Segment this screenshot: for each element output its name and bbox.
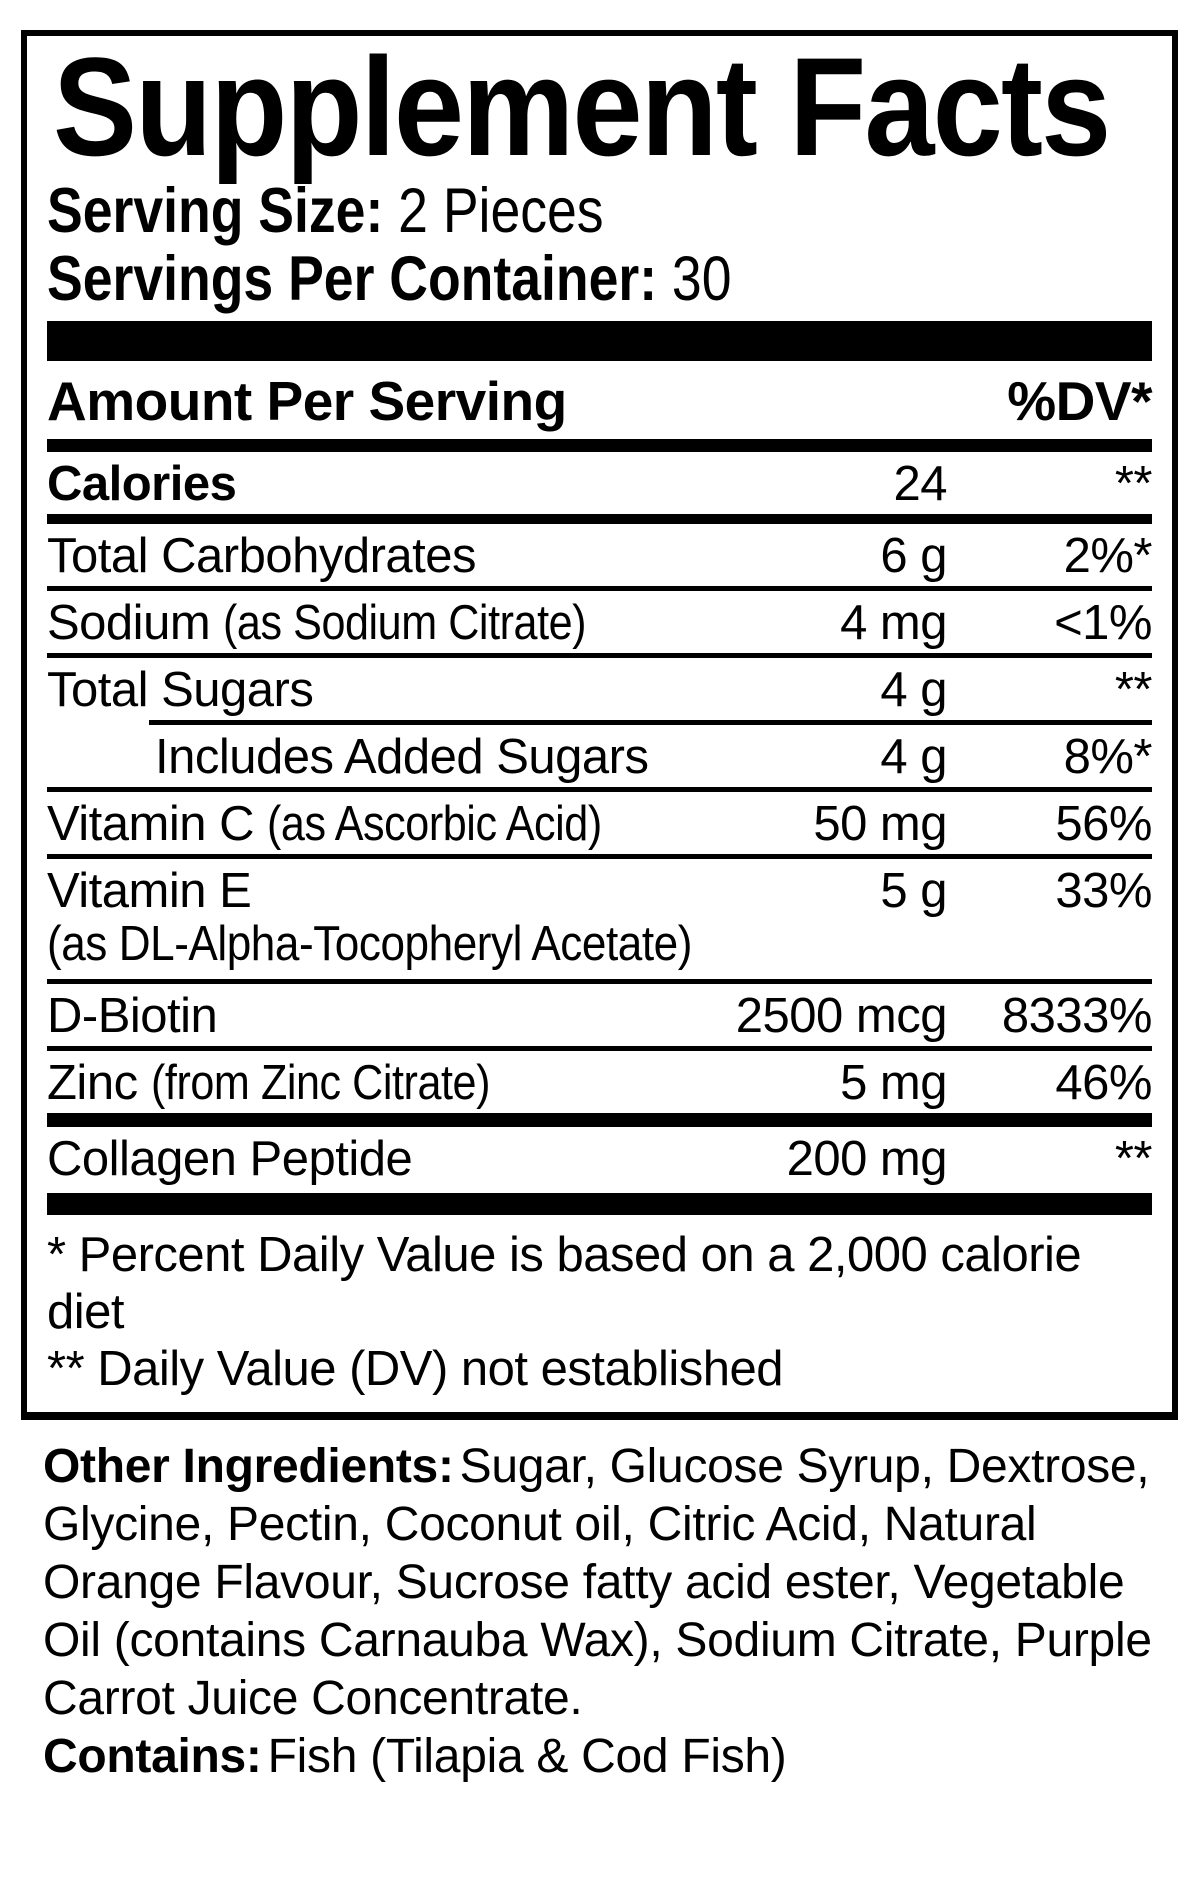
other-ingredients-text: Sugar, Glucose Syrup, Dextrose, Glycine,…	[43, 1439, 1152, 1725]
servings-per-container-line: Servings Per Container: 30	[47, 248, 1152, 311]
nutrient-detail: (as Ascorbic Acid)	[267, 796, 602, 851]
nutrient-amount: 5 mg	[840, 1055, 947, 1110]
panel-title: Supplement Facts	[53, 28, 1152, 185]
nutrient-amount: 6 g	[880, 528, 947, 583]
nutrient-amount: 24	[893, 456, 947, 511]
nutrient-dv: 33%	[1055, 863, 1152, 918]
nutrient-row: Collagen Peptide 200 mg **	[47, 1127, 1153, 1189]
nutrient-detail: (as Sodium Citrate)	[223, 595, 587, 650]
serving-size-value: 2 Pieces	[398, 176, 604, 246]
nutrient-row: Vitamin C (as Ascorbic Acid) 50 mg 56%	[47, 792, 1153, 854]
contains-label: Contains:	[43, 1729, 262, 1783]
serving-size-label: Serving Size:	[47, 176, 384, 246]
nutrient-row: Sodium (as Sodium Citrate) 4 mg <1%	[47, 591, 1153, 653]
row-separator	[47, 853, 1152, 859]
nutrient-name: Includes Added Sugars	[155, 729, 649, 784]
other-ingredients-paragraph: Other Ingredients: Sugar, Glucose Syrup, …	[43, 1438, 1165, 1728]
footnote-daily-value: * Percent Daily Value is based on a 2,00…	[47, 1227, 1082, 1339]
serving-size-line: Serving Size: 2 Pieces	[47, 180, 1152, 243]
row-separator	[47, 1112, 1152, 1127]
nutrient-name: Vitamin C (as Ascorbic Acid)	[47, 796, 602, 851]
nutrient-row: Zinc (from Zinc Citrate) 5 mg 46%	[47, 1051, 1153, 1113]
nutrient-amount: 5 g	[880, 863, 947, 918]
nutrient-name: Zinc (from Zinc Citrate)	[47, 1055, 490, 1110]
row-separator	[47, 978, 1152, 984]
nutrient-name: Collagen Peptide	[47, 1131, 413, 1186]
other-ingredients-label: Other Ingredients:	[43, 1439, 454, 1493]
nutrient-name: Total Sugars	[47, 662, 314, 717]
dv-header: %DV*	[1007, 370, 1152, 432]
nutrient-amount: 200 mg	[786, 1131, 948, 1186]
thick-divider-top	[47, 321, 1152, 361]
nutrient-dv: 56%	[1055, 796, 1152, 851]
nutrient-row: Total Carbohydrates 6 g 2%*	[47, 524, 1153, 586]
servings-per-container-label: Servings Per Container:	[47, 244, 658, 314]
nutrient-dv: 8333%	[1001, 988, 1153, 1043]
nutrient-amount: 4 g	[880, 729, 947, 784]
nutrient-row: D-Biotin 2500 mcg 8333%	[47, 984, 1153, 1046]
row-separator	[149, 719, 1152, 725]
nutrient-detail: (from Zinc Citrate)	[150, 1055, 490, 1110]
servings-per-container-value: 30	[671, 244, 732, 314]
supplement-facts-panel: Supplement Facts Serving Size: 2 Pieces …	[21, 30, 1178, 1420]
nutrient-dv: **	[1114, 662, 1153, 717]
row-separator	[47, 652, 1152, 658]
row-separator	[47, 513, 1152, 524]
nutrient-subname: (as DL-Alpha-Tocopheryl Acetate)	[47, 916, 692, 971]
nutrient-rows: Calories 24 ** Total Carbohydrates 6 g 2%* Sod…	[47, 438, 1153, 1189]
contains-text: Fish (Tilapia & Cod Fish)	[267, 1729, 787, 1783]
nutrient-dv: 46%	[1055, 1055, 1152, 1110]
below-panel-text: Other Ingredients: Sugar, Glucose Syrup, …	[43, 1438, 1165, 1786]
contains-line: Contains: Fish (Tilapia & Cod Fish)	[43, 1728, 1165, 1786]
row-separator	[47, 585, 1152, 591]
nutrient-dv: **	[1114, 1131, 1153, 1186]
row-separator	[47, 1045, 1152, 1051]
column-header-row: Amount Per Serving %DV*	[47, 361, 1152, 439]
nutrient-name: D-Biotin	[47, 988, 218, 1043]
footnote-dv-not-established: ** Daily Value (DV) not established	[47, 1341, 784, 1396]
nutrient-name: Vitamin E	[47, 863, 252, 918]
nutrient-dv: **	[1114, 456, 1153, 511]
nutrient-name: Total Carbohydrates	[47, 528, 477, 583]
nutrient-name: Calories	[47, 456, 237, 511]
nutrient-dv: 8%*	[1063, 729, 1153, 784]
thick-divider-bottom	[47, 1192, 1152, 1215]
nutrient-dv: <1%	[1054, 595, 1152, 650]
footnotes: * Percent Daily Value is based on a 2,00…	[47, 1227, 1152, 1398]
amount-per-serving-header: Amount Per Serving	[47, 370, 567, 432]
row-separator	[47, 786, 1152, 792]
nutrient-amount: 4 g	[880, 662, 947, 717]
nutrient-dv: 2%*	[1063, 528, 1153, 583]
nutrient-name: Sodium (as Sodium Citrate)	[47, 595, 587, 650]
row-separator	[47, 438, 1152, 452]
nutrient-amount: 2500 mcg	[735, 988, 948, 1043]
nutrient-row: Vitamin E 5 g 33%	[47, 859, 1153, 921]
nutrient-row: Calories 24 **	[47, 452, 1153, 514]
panel-title-text: Supplement Facts	[53, 28, 1111, 185]
nutrient-row: Total Sugars 4 g **	[47, 658, 1153, 720]
nutrient-amount: 4 mg	[840, 595, 947, 650]
nutrient-amount: 50 mg	[813, 796, 947, 851]
nutrient-row: Includes Added Sugars 4 g 8%*	[47, 725, 1153, 787]
